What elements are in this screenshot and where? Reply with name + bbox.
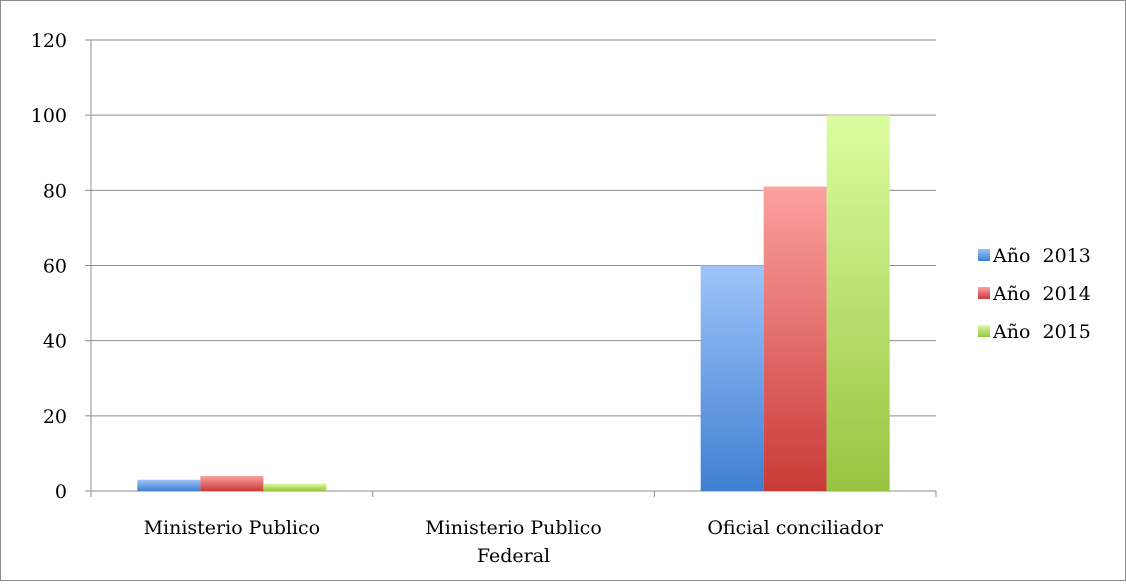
y-tick-label: 60 (43, 256, 67, 278)
legend-label: Año 2015 (992, 321, 1091, 343)
y-tick-label: 20 (43, 406, 67, 428)
bar (763, 186, 827, 491)
y-tick-label: 100 (31, 105, 67, 127)
legend-swatch (978, 325, 990, 337)
bar (137, 479, 201, 491)
bar (826, 115, 890, 492)
y-tick-label: 40 (43, 331, 67, 353)
bar (200, 475, 264, 491)
x-category-label: Ministerio Publico (144, 517, 321, 539)
x-category-label: Oficial conciliador (707, 517, 884, 539)
legend-swatch (978, 249, 990, 261)
bar (263, 483, 327, 491)
legend-label: Año 2014 (992, 283, 1091, 305)
x-category-label: Federal (477, 545, 550, 567)
y-tick-label: 80 (43, 180, 67, 202)
x-category-label: Ministerio Publico (425, 517, 602, 539)
y-tick-label: 0 (55, 481, 67, 503)
y-tick-label: 120 (31, 30, 67, 52)
labels: 0 20 40 60 80 100 120 Ministerio Publico Ministe… (31, 30, 884, 567)
bars (137, 115, 890, 492)
legend: Año 2013 Año 2014 Año 2015 (978, 245, 1091, 343)
legend-swatch (978, 287, 990, 299)
bar (700, 265, 764, 491)
legend-label: Año 2013 (992, 245, 1091, 267)
